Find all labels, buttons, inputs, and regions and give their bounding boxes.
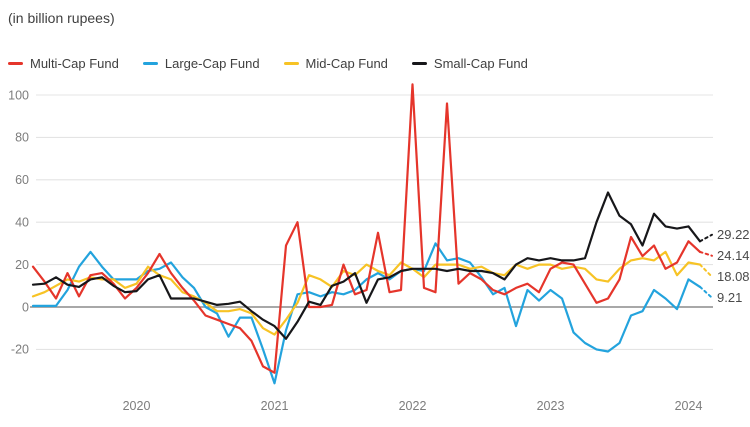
end-value-label-mid-cap-fund: 18.08 <box>717 269 750 284</box>
series-dotted-end-multi-cap-fund <box>699 250 713 257</box>
legend-label-large-cap: Large-Cap Fund <box>164 56 260 71</box>
series-line-mid-cap-fund <box>31 250 702 336</box>
end-value-label-multi-cap-fund: 24.14 <box>717 248 750 263</box>
series-dotted-end-large-cap-fund <box>699 285 713 299</box>
legend-item-large-cap: Large-Cap Fund <box>142 56 260 71</box>
legend-swatch-large-cap-icon <box>142 62 158 65</box>
series-line-small-cap-fund <box>31 191 702 340</box>
x-tick-label-2023: 2023 <box>537 399 565 413</box>
x-tick-label-2020: 2020 <box>123 399 151 413</box>
x-tick-label-2021: 2021 <box>261 399 289 413</box>
legend-item-mid-cap: Mid-Cap Fund <box>283 56 388 71</box>
y-tick-label-20: 20 <box>15 258 29 272</box>
series-dotted-end-small-cap-fund <box>699 233 713 243</box>
chart-legend: Multi-Cap Fund Large-Cap Fund Mid-Cap Fu… <box>8 56 528 71</box>
series-line-multi-cap-fund <box>31 83 702 374</box>
legend-swatch-multi-cap-icon <box>8 62 23 65</box>
y-tick-label--20: -20 <box>11 343 29 357</box>
y-tick-label-80: 80 <box>15 131 29 145</box>
legend-item-small-cap: Small-Cap Fund <box>411 56 528 71</box>
legend-label-multi-cap: Multi-Cap Fund <box>30 56 119 71</box>
chart-title: (in billion rupees) <box>8 10 115 26</box>
legend-item-multi-cap: Multi-Cap Fund <box>8 56 119 71</box>
legend-label-small-cap: Small-Cap Fund <box>433 56 528 71</box>
x-tick-label-2024: 2024 <box>675 399 703 413</box>
legend-swatch-mid-cap-icon <box>283 62 299 65</box>
y-tick-label-40: 40 <box>15 216 29 230</box>
y-tick-label-100: 100 <box>8 88 29 102</box>
end-value-label-large-cap-fund: 9.21 <box>717 290 742 305</box>
x-tick-label-2022: 2022 <box>399 399 427 413</box>
end-value-label-small-cap-fund: 29.22 <box>717 227 750 242</box>
legend-swatch-small-cap-icon <box>411 62 427 65</box>
y-tick-label-60: 60 <box>15 173 29 187</box>
legend-label-mid-cap: Mid-Cap Fund <box>305 56 388 71</box>
y-tick-label-0: 0 <box>22 300 29 314</box>
series-dotted-end-mid-cap-fund <box>699 263 713 278</box>
